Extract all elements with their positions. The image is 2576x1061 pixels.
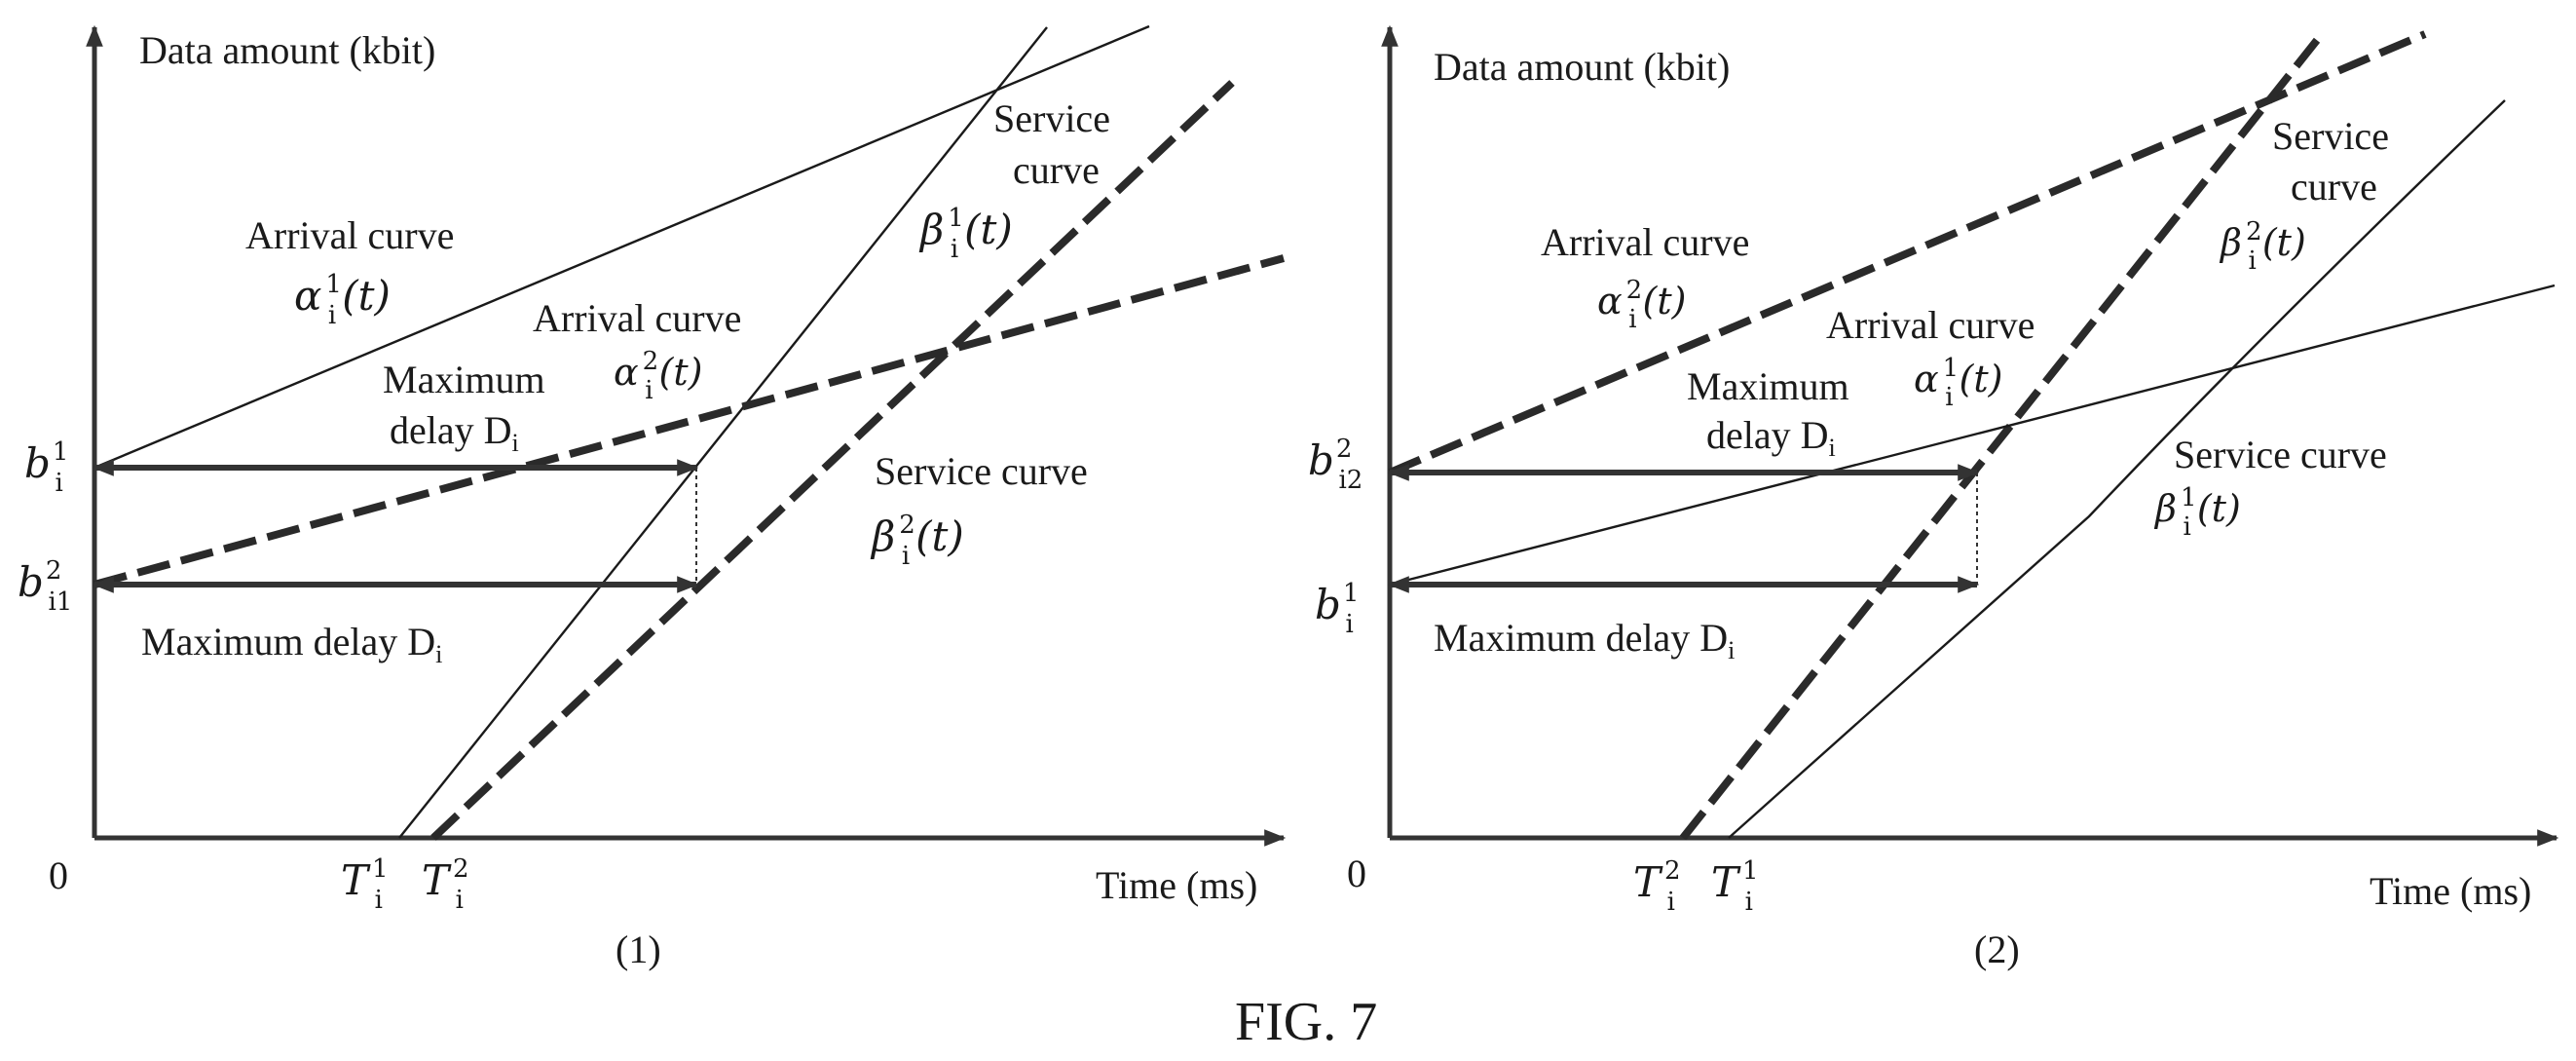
panel-2-alpha-1: α 2 i (t) [1597,276,1686,334]
panel-1-alpha-1: α 1 i (t) [294,270,391,330]
panel-1-b-bottom: b2 i1 [18,556,72,617]
figure-caption: FIG. 7 [1235,992,1377,1052]
panel-2-x-axis-label: Time (ms) [2370,869,2531,913]
panel-1-max-delay-top-line2: delay Di [390,408,519,457]
panel-2-alpha-2: α 1 i (t) [1914,354,2002,412]
panel-1-origin-label: 0 [49,853,68,897]
panel-1-service-curve-1-line2: curve [1013,148,1100,192]
panel-2-y-axis-label: Data amount (kbit) [1434,45,1730,89]
panel-1-max-delay-bottom: Maximum delay Di [141,620,442,668]
panel-2: Data amount (kbit) Time (ms) 0 Arrival c… [1308,24,2559,971]
panel-1-b-top: b1 i [24,437,68,498]
panel-1-max-delay-top-line1: Maximum [383,358,545,401]
panel-2-service-curve-2-label: Service curve [2174,433,2387,476]
panel-2-beta-2: β 1 i (t) [2153,483,2241,542]
panel-1-caption: (1) [616,928,661,971]
panel-1-arrival-curve-dashed [93,254,1286,588]
panel-2-max-delay-bottom: Maximum delay Di [1434,616,1735,664]
panel-2-service-curve-1-line2: curve [2291,165,2377,208]
panel-2-service-curve-1-line1: Service [2272,114,2389,158]
panel-1-beta-1: β 1 i (t) [918,204,1013,264]
panel-2-beta-1: β 2 i (t) [2219,217,2306,276]
panel-2-service-curve-dashed [1679,36,2322,841]
panel-1-beta-2: β 2 i (t) [870,511,964,571]
panel-2-arrival-curve-1-label: Arrival curve [1541,220,1749,264]
panel-1-arrival-curve-1-label: Arrival curve [245,213,454,257]
panel-1-alpha-2: α 2 i (t) [614,347,702,405]
panel-2-service-curve-solid [1728,99,2506,839]
panel-2-caption: (2) [1974,928,2020,971]
panel-2-max-delay-top-line1: Maximum [1687,364,1849,408]
panel-2-arrival-curve-2-label: Arrival curve [1826,303,2035,347]
panel-1-y-axis-label: Data amount (kbit) [139,28,435,72]
panel-1: Data amount (kbit) Time (ms) 0 Arrival c… [18,24,1287,971]
panel-2-origin-label: 0 [1347,852,1366,895]
panel-1-service-curve-2-label: Service curve [875,449,1088,493]
panel-1-service-curve-dashed [430,80,1235,841]
panel-2-arrival-curve-dashed [1388,30,2427,476]
panel-1-service-curve-1-line1: Service [993,96,1110,140]
panel-2-max-delay-top-line2: delay Di [1706,413,1836,462]
panel-2-b-top: b2 i2 [1308,435,1363,495]
panel-2-arrival-curve-solid [1389,284,2556,587]
panel-1-service-curve-solid [398,26,1048,839]
panel-2-b-bottom: b1 i [1315,579,1359,639]
panel-1-arrival-curve-solid [93,24,1150,470]
panel-1-arrival-curve-2-label: Arrival curve [533,296,741,340]
panel-1-x-axis-label: Time (ms) [1096,863,1257,907]
